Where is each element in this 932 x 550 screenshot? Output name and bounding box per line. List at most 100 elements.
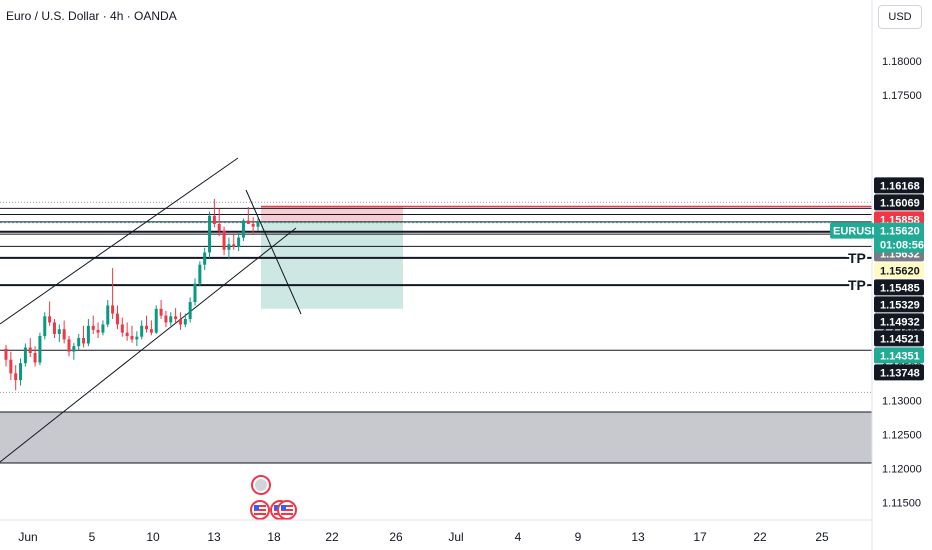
- candle[interactable]: [241, 218, 245, 241]
- candle[interactable]: [86, 319, 90, 347]
- channel-upper-line[interactable]: [0, 157, 239, 325]
- price-tags: 1.161681.160691.158581.158551.156321.156…: [830, 177, 924, 381]
- candle[interactable]: [115, 305, 119, 330]
- svg-text:1.16168: 1.16168: [880, 180, 920, 192]
- demand-zone[interactable]: [0, 412, 872, 463]
- svg-text:1.14351: 1.14351: [880, 350, 920, 362]
- svg-text:01:08:56: 01:08:56: [880, 240, 924, 252]
- candle[interactable]: [232, 234, 236, 250]
- candle[interactable]: [212, 198, 216, 228]
- candle[interactable]: [208, 211, 212, 258]
- time-tick-label: 17: [693, 530, 707, 544]
- svg-text:1.15329: 1.15329: [880, 299, 920, 311]
- candle[interactable]: [188, 297, 192, 323]
- candle[interactable]: [72, 342, 76, 360]
- candle[interactable]: [38, 332, 42, 366]
- candle[interactable]: [164, 310, 168, 328]
- tp-label: TP: [848, 250, 866, 266]
- candle[interactable]: [77, 333, 81, 351]
- svg-text:1.14521: 1.14521: [880, 333, 920, 345]
- candle[interactable]: [23, 343, 27, 367]
- event-marker[interactable]: [251, 475, 271, 495]
- price-tag[interactable]: 1.16168: [874, 177, 924, 194]
- candle[interactable]: [48, 301, 52, 326]
- time-tick-label: 26: [389, 530, 403, 544]
- symbol-price-badge[interactable]: EURUSD 1.15620 01:08:56: [830, 222, 924, 253]
- candle[interactable]: [174, 308, 178, 324]
- candle[interactable]: [106, 300, 110, 328]
- candle[interactable]: [62, 320, 66, 344]
- price-tag[interactable]: 1.15620: [874, 262, 924, 279]
- candle[interactable]: [135, 331, 139, 347]
- candles-layer: [4, 198, 260, 391]
- us-flag-icon[interactable]: [250, 500, 270, 520]
- candle[interactable]: [222, 226, 226, 256]
- candle[interactable]: [33, 346, 37, 367]
- price-tag[interactable]: 1.14351: [874, 347, 924, 364]
- take-profit-zone[interactable]: [261, 222, 403, 309]
- candle[interactable]: [111, 268, 115, 320]
- breakdown-line[interactable]: [245, 189, 302, 315]
- us-flag-icon[interactable]: [277, 500, 297, 520]
- candle[interactable]: [183, 313, 187, 328]
- time-tick-label: 5: [89, 530, 96, 544]
- price-tag[interactable]: 1.16069: [874, 194, 924, 211]
- candle[interactable]: [43, 312, 47, 340]
- price-tag[interactable]: 1.14932: [874, 313, 924, 330]
- currency-selector[interactable]: USD: [878, 5, 922, 29]
- price-tick-label: 1.17500: [882, 90, 922, 102]
- candle[interactable]: [52, 319, 56, 339]
- candle[interactable]: [130, 325, 134, 343]
- time-tick-label: 10: [146, 530, 160, 544]
- candle[interactable]: [193, 278, 197, 306]
- svg-text:1.16069: 1.16069: [880, 197, 920, 209]
- candle[interactable]: [145, 315, 149, 333]
- candle[interactable]: [237, 232, 241, 252]
- candle[interactable]: [251, 217, 255, 235]
- price-tag[interactable]: 1.14521: [874, 330, 924, 347]
- svg-text:1.13748: 1.13748: [880, 367, 920, 379]
- time-tick-label: Jul: [448, 530, 463, 544]
- short-position-layer: [261, 206, 403, 309]
- price-tag[interactable]: 1.15329: [874, 296, 924, 313]
- candle[interactable]: [256, 218, 260, 231]
- candle[interactable]: [67, 335, 71, 357]
- candle[interactable]: [227, 237, 231, 260]
- candle[interactable]: [96, 322, 100, 339]
- candle[interactable]: [57, 324, 61, 343]
- svg-text:1.15485: 1.15485: [880, 282, 920, 294]
- candle[interactable]: [169, 312, 173, 326]
- candle[interactable]: [154, 305, 158, 334]
- candle[interactable]: [28, 338, 32, 358]
- candle[interactable]: [19, 358, 23, 386]
- candle[interactable]: [125, 322, 129, 341]
- time-tick-label: 18: [267, 530, 281, 544]
- candle[interactable]: [217, 209, 221, 237]
- candle[interactable]: [198, 261, 202, 287]
- time-tick-label: 13: [207, 530, 221, 544]
- candle[interactable]: [149, 320, 153, 336]
- demand-zone-layer: [0, 411, 872, 464]
- svg-text:1.14932: 1.14932: [880, 316, 920, 328]
- candle[interactable]: [120, 317, 124, 337]
- candle[interactable]: [203, 247, 207, 271]
- channel-lower-line[interactable]: [0, 227, 297, 463]
- candle[interactable]: [246, 206, 250, 224]
- chart-title: Euro / U.S. Dollar · 4h · OANDA: [6, 9, 177, 23]
- candle[interactable]: [14, 365, 18, 391]
- price-tick-label: 1.12000: [882, 463, 922, 475]
- candle[interactable]: [4, 344, 8, 367]
- candle[interactable]: [91, 315, 95, 334]
- candle[interactable]: [101, 320, 105, 336]
- candle[interactable]: [178, 312, 182, 330]
- candle[interactable]: [159, 300, 163, 320]
- candle[interactable]: [9, 351, 13, 381]
- svg-text:1.15620: 1.15620: [880, 226, 920, 238]
- candle[interactable]: [82, 325, 86, 348]
- price-tag[interactable]: 1.15485: [874, 279, 924, 296]
- price-tag[interactable]: 1.13748: [874, 364, 924, 381]
- time-tick-label: 22: [325, 530, 339, 544]
- price-tick-label: 1.12500: [882, 429, 922, 441]
- candle[interactable]: [140, 320, 144, 340]
